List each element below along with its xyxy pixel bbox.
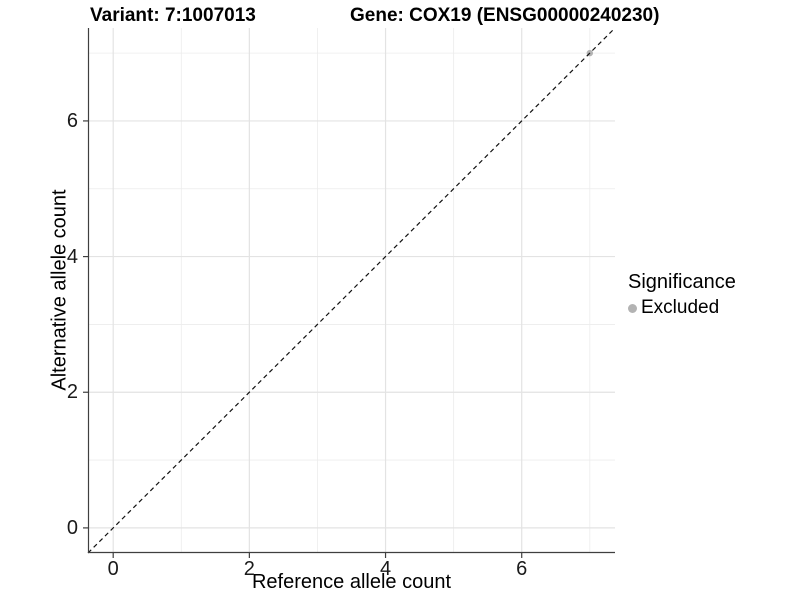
x-tick-label: 2 [243,558,255,580]
plot-title-variant: Variant: 7:1007013 [90,5,256,26]
plot-svg [83,28,616,558]
identity-reference-line [87,28,616,554]
x-tick-label: 4 [379,558,392,580]
x-tick-label: 6 [516,558,528,580]
y-axis-title: Alternative allele count [48,189,71,391]
x-axis-title: Reference allele count [251,571,451,593]
plot-title-gene: Gene: COX19 (ENSG00000240230) [350,5,660,26]
y-tick-label: 2 [66,381,78,404]
legend: Significance Excluded [628,271,736,319]
y-tick-label: 4 [66,245,78,268]
legend-item-excluded: Excluded [628,297,736,319]
legend-title: Significance [628,271,736,293]
y-tick-label: 0 [66,516,78,539]
y-tick-label: 6 [66,109,78,132]
x-tick-label: 0 [107,558,119,580]
legend-item-label: Excluded [641,297,720,318]
excluded-point-icon [628,303,637,313]
